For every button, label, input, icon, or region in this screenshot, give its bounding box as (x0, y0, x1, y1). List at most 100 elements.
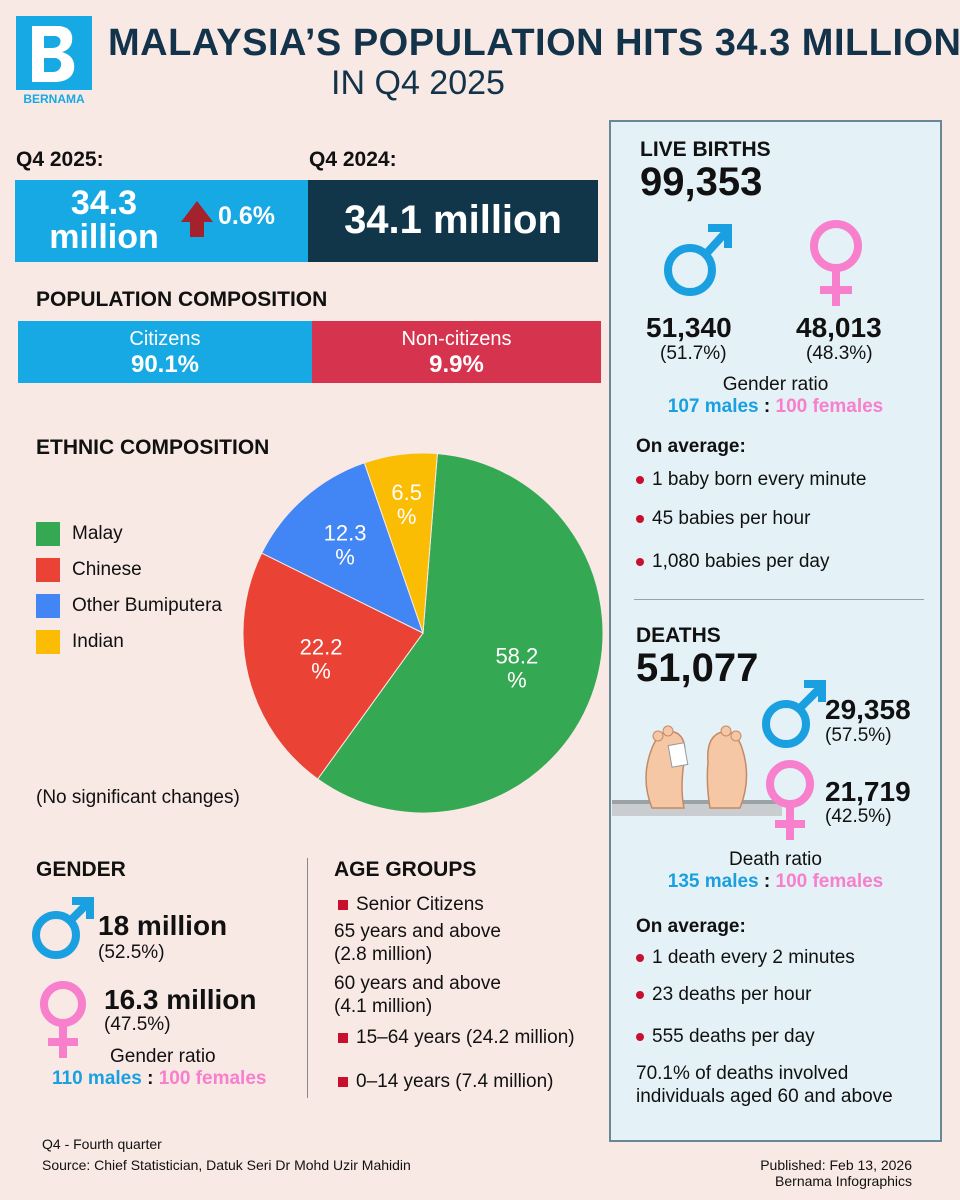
bullet-dot-icon (636, 557, 644, 566)
births-avg-item: 45 babies per hour (636, 508, 810, 530)
births-avg-item: 1 baby born every minute (636, 469, 866, 491)
legend-item-malay: Malay (36, 522, 123, 546)
legend-label: Chinese (72, 559, 142, 580)
previous-population-value: 34.1 million (344, 198, 562, 242)
pie-slice-chinese (242, 552, 424, 780)
bullet-dot-icon (636, 475, 644, 484)
gender-ratio-males: 110 males (52, 1068, 142, 1089)
deaths-ratio-males: 135 males (667, 871, 759, 892)
pie-slice-malay (317, 453, 604, 814)
deaths-ratio-females: 100 females (775, 871, 884, 892)
legend-item-indian: Indian (36, 630, 124, 654)
births-ratio: 107 males : 100 females (609, 396, 942, 418)
pie-slice-other-bumiputera (261, 462, 424, 634)
legend-label: Malay (72, 523, 123, 544)
deaths-avg-title: On average: (636, 916, 746, 937)
age-senior-label: Senior Citizens (338, 893, 484, 916)
gender-ratio-sep: : (147, 1068, 154, 1089)
births-avg-title: On average: (636, 436, 746, 457)
deaths-female-icon (762, 758, 818, 847)
deaths-ratio: 135 males : 100 females (609, 871, 942, 893)
age-young: 0–14 years (7.4 million) (338, 1070, 553, 1093)
feet-toe-tag-icon (612, 718, 782, 833)
births-male-value: 51,340 (646, 312, 732, 343)
births-female-icon (806, 218, 866, 313)
composition-title: POPULATION COMPOSITION (36, 288, 328, 311)
gender-ratio-label: Gender ratio (110, 1046, 216, 1067)
legend-label: Indian (72, 631, 124, 652)
births-deaths-panel (609, 120, 942, 1142)
deaths-male-icon (760, 676, 828, 757)
deaths-avg-item: 23 deaths per hour (636, 984, 812, 1006)
bullet-square-icon (338, 1032, 348, 1043)
footer-abbrev: Q4 - Fourth quarter (42, 1136, 162, 1152)
gender-female-value: 16.3 million (104, 984, 257, 1015)
births-ratio-sep: : (763, 396, 771, 417)
legend-swatch (36, 630, 60, 654)
footer-source: Source: Chief Statistician, Datuk Seri D… (42, 1157, 411, 1173)
gender-ratio-females: 100 females (158, 1068, 267, 1089)
deaths-ratio-label: Death ratio (729, 849, 822, 870)
citizens-value: 90.1% (130, 351, 200, 378)
pie-label: 58.2% (495, 644, 538, 693)
births-avg-item: 1,080 babies per day (636, 551, 829, 573)
page-title: MALAYSIA’S POPULATION HITS 34.3 MILLION (108, 22, 960, 64)
footer-credit: Bernama Infographics (775, 1173, 912, 1189)
ethnic-title: ETHNIC COMPOSITION (36, 436, 270, 459)
panel-divider (634, 599, 924, 600)
ethnic-pie-chart: 58.2 % 22.2 % 12.3 % 6.5% (242, 452, 604, 814)
deaths-note: 70.1% of deaths involved individuals age… (636, 1063, 893, 1107)
logo-text: BERNAMA (23, 92, 85, 106)
bullet-dot-icon (636, 953, 644, 962)
births-male-icon (662, 218, 734, 307)
age-title: AGE GROUPS (334, 858, 477, 881)
deaths-male-value: 29,358 (825, 694, 911, 725)
legend-swatch (36, 558, 60, 582)
births-ratio-males: 107 males (667, 396, 759, 417)
legend-swatch (36, 594, 60, 618)
deaths-male-pct: (57.5%) (825, 725, 892, 746)
bernama-logo: BERNAMA (16, 16, 92, 106)
births-title: LIVE BIRTHS (640, 138, 771, 161)
age-working: 15–64 years (24.2 million) (338, 1026, 575, 1049)
births-ratio-label: Gender ratio (722, 374, 829, 395)
pie-label: 6.5% (391, 480, 422, 529)
pie-label: 12.3% (324, 520, 367, 569)
legend-item-chinese: Chinese (36, 558, 142, 582)
births-ratio-females: 100 females (775, 396, 884, 417)
noncitizens-bar: Non-citizens 9.9% (312, 321, 601, 383)
legend-item-other-bumiputera: Other Bumiputera (36, 594, 222, 618)
citizens-bar: Citizens 90.1% (18, 321, 312, 383)
page-subtitle: IN Q4 2025 (331, 64, 505, 102)
previous-population-box (308, 180, 598, 262)
births-total: 99,353 (640, 160, 763, 204)
bullet-square-icon (338, 899, 348, 910)
legend-label: Other Bumiputera (72, 595, 222, 616)
deaths-total: 51,077 (636, 646, 759, 690)
ethnic-note: (No significant changes) (36, 787, 240, 808)
previous-quarter-label: Q4 2024: (309, 148, 397, 171)
births-female-value: 48,013 (796, 312, 882, 343)
pie-label: 22.2% (300, 634, 343, 683)
legend-swatch (36, 522, 60, 546)
population-change: 0.6% (218, 202, 275, 230)
current-population-box (15, 180, 308, 262)
noncitizens-label: Non-citizens (401, 328, 512, 350)
deaths-female-value: 21,719 (825, 776, 911, 807)
citizens-label: Citizens (129, 328, 201, 350)
bullet-square-icon (338, 1076, 348, 1087)
bullet-dot-icon (636, 514, 644, 523)
gender-title: GENDER (36, 858, 126, 881)
gender-male-value: 18 million (98, 910, 228, 941)
bullet-dot-icon (636, 990, 644, 999)
births-male-pct: (51.7%) (660, 343, 727, 364)
births-female-pct: (48.3%) (806, 343, 873, 364)
female-symbol-icon (38, 980, 88, 1065)
footer-published: Published: Feb 13, 2026 (760, 1157, 912, 1173)
age-senior-60: 60 years and above (4.1 million) (334, 973, 501, 1017)
gender-female-pct: (47.5%) (104, 1014, 171, 1035)
current-quarter-label: Q4 2025: (16, 148, 104, 171)
deaths-title: DEATHS (636, 624, 721, 647)
gender-ratio: 110 males : 100 females (52, 1068, 266, 1090)
deaths-avg-item: 555 deaths per day (636, 1026, 815, 1048)
